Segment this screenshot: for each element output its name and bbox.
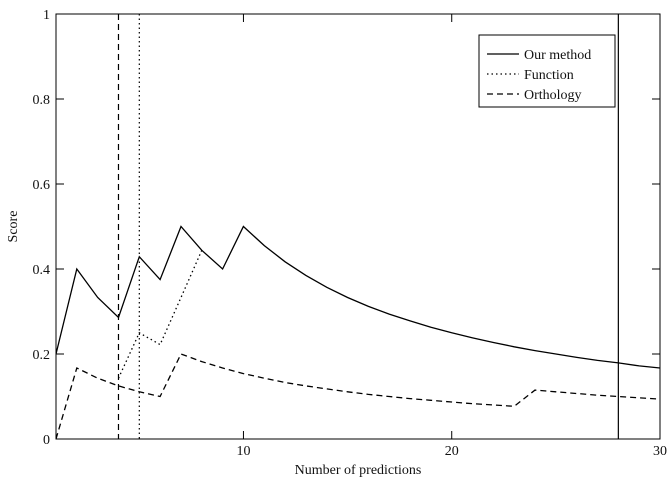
- series-line-orthology: [56, 353, 660, 439]
- series-line-function: [117, 250, 203, 379]
- plot-layer: 0 0.2 0.4 0.6 0.8 1 10 20 30: [33, 8, 667, 459]
- y-tick-label: 1: [43, 8, 50, 23]
- y-axis-label: Score: [6, 211, 21, 243]
- x-tick-label: 10: [236, 444, 250, 459]
- y-tick-label: 0: [43, 433, 50, 448]
- legend-label: Our method: [524, 48, 591, 63]
- y-tick-label: 0.4: [33, 263, 51, 278]
- x-tick-label: 20: [445, 444, 459, 459]
- series-line-our-method: [56, 225, 660, 369]
- legend: Our method Function Orthology: [478, 34, 616, 108]
- y-tick-label: 0.8: [33, 93, 51, 108]
- legend-label: Function: [524, 68, 574, 83]
- legend-box: [478, 34, 616, 108]
- x-tick-label: 30: [653, 444, 667, 459]
- plot-frame: [55, 13, 661, 440]
- legend-label: Orthology: [524, 88, 582, 103]
- x-axis-label: Number of predictions: [295, 463, 422, 478]
- y-tick-label: 0.2: [33, 348, 51, 363]
- y-tick-label: 0.6: [33, 178, 51, 193]
